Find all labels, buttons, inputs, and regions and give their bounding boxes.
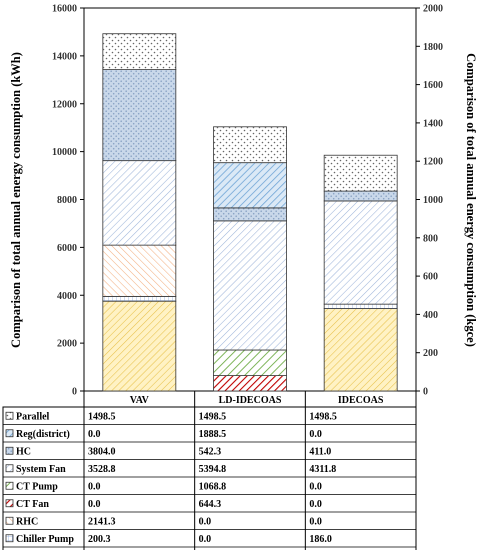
series-label: RHC [16,516,38,527]
table-value: 542.3 [199,446,222,457]
right-tick-label: 1800 [423,42,443,53]
table-value: 2141.3 [88,516,116,527]
bar-segment-system-fan [323,200,398,305]
bar-segment-parallel [323,154,398,192]
table-value: 3528.8 [88,464,116,475]
right-axis-ticks: 0 200 400 600 800 1000 1200 1400 1600 1800 2000 [416,4,443,398]
bar-segment-system-fan [213,220,287,351]
legend-swatch [5,499,14,508]
legend-swatch [5,429,14,438]
series-label: HC [16,446,31,457]
table-value: 5394.8 [199,464,227,475]
right-tick-label: 2000 [423,4,443,15]
series-label: System Fan [16,464,66,475]
series-label: CT Pump [16,481,58,492]
table-value: 3804.0 [88,446,116,457]
left-tick-label: 8000 [57,195,77,206]
bar-segment-reg-district- [213,162,287,209]
right-tick-label: 1200 [423,157,443,168]
table-value: 1068.8 [199,481,227,492]
table-value: 0.0 [309,481,322,492]
legend-swatch [5,534,14,543]
left-tick-label: 14000 [52,51,77,62]
bar-segment-hc [323,190,398,202]
right-axis-title: Comparison of total annual energy consum… [464,53,478,347]
table-value: 0.0 [88,429,101,440]
series-label: Reg(district) [16,429,70,440]
bar-segment-hc [102,69,177,162]
legend-swatch [5,516,14,525]
bar-segment-hc [213,207,287,222]
left-tick-label: 0 [72,387,77,398]
table-value: 4311.8 [309,464,336,475]
table-value: 0.0 [309,429,322,440]
table-value: 0.0 [199,516,212,527]
legend-swatch [5,411,14,420]
series-label: CT Fan [16,499,49,510]
bar-segment-chiller-pump [102,295,177,302]
table-value: 186.0 [309,534,332,545]
left-tick-label: 10000 [52,147,77,158]
left-tick-label: 16000 [52,4,77,15]
right-tick-label: 200 [423,348,438,359]
category-label: LD-IDECOAS [219,395,282,406]
table-value: 644.3 [199,499,222,510]
table-value: 0.0 [88,499,101,510]
right-tick-label: 600 [423,272,438,283]
left-tick-label: 6000 [57,243,77,254]
right-tick-label: 400 [423,310,438,321]
right-tick-label: 1000 [423,195,443,206]
table-value: 200.3 [88,534,111,545]
legend-swatch [5,464,14,473]
bar-segment-rhc [102,244,177,297]
table-value: 1498.5 [88,411,116,422]
table-value: 1498.5 [199,411,227,422]
legend-swatch [5,481,14,490]
bar-segment-chiller [323,308,398,392]
bar-segment-parallel [213,126,287,164]
right-tick-label: 800 [423,233,438,244]
bar-segment-system-fan [102,160,177,246]
left-tick-label: 12000 [52,99,77,110]
table-value: 411.0 [309,446,331,457]
category-label: VAV [130,395,150,406]
table-value: 1888.5 [199,429,227,440]
category-label: IDECOAS [338,395,384,406]
bar-segment-ct-pump [213,349,287,376]
left-axis-title: Comparison of total annual energy consum… [9,52,23,348]
series-label: Chiller Pump [16,534,74,545]
table-value: 0.0 [309,499,322,510]
bar-segment-chiller-pump [323,303,398,309]
bar-segment-chiller [102,300,177,392]
table-value: 0.0 [199,534,212,545]
left-tick-label: 4000 [57,291,77,302]
bar-stacks [102,33,398,392]
table-value: 0.0 [309,516,322,527]
bar-segment-parallel [102,33,177,70]
legend-swatch [5,446,14,455]
left-axis-ticks: 0 2000 4000 6000 8000 10000 12000 14000 16000 [52,4,84,398]
right-tick-label: 1400 [423,118,443,129]
right-tick-label: 0 [423,387,428,398]
bar-segment-ct-fan [213,375,287,392]
left-tick-label: 2000 [57,339,77,350]
data-table: VAV LD-IDECOAS IDECOAS Parallel 1498.5 1498.5… [2,391,417,550]
series-label: Parallel [16,411,50,422]
table-value: 1498.5 [309,411,337,422]
right-tick-label: 1600 [423,80,443,91]
table-value: 0.0 [88,481,101,492]
